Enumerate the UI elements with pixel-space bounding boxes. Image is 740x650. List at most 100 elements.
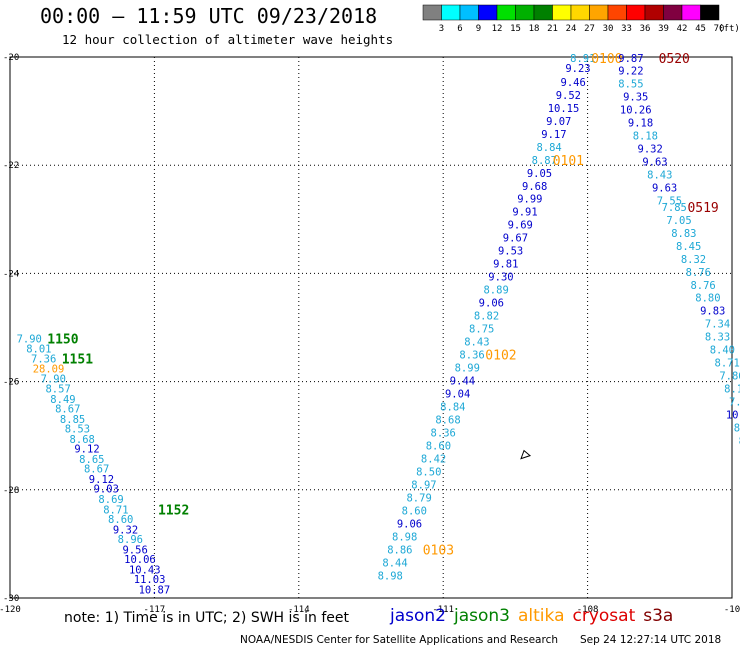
swh-data-label: 8.76 [686,267,711,279]
colorbar-tick-label: 9 [476,24,481,34]
swh-data-label: 8.87 [532,155,557,167]
generation-timestamp: Sep 24 12:27:14 UTC 2018 [580,634,722,646]
swh-data-label: 8.49 [50,394,75,406]
colorbar-swatch [441,4,461,21]
colorbar-swatch [626,4,646,21]
y-tick-label: -28 [3,486,19,496]
swh-data-label: 8.98 [392,531,417,543]
swh-data-label: 9.81 [493,259,518,271]
colorbar-swatch [515,4,535,21]
series-s3a: 9.879.228.559.3510.269.188.189.329.638.4… [618,52,740,447]
colorbar-tick-label: 24 [566,24,577,34]
axis-tick-labels: -120 -117 -114 -111 -108 -10 -20 -22 -24 -26 -28 -3… [0,53,740,615]
swh-data-label: 9.12 [74,444,99,456]
swh-data-label: 7.34 [705,319,730,331]
swh-data-label: 8.33 [705,332,730,344]
swh-data-label: 9.32 [638,143,663,155]
series-jason3: 7.908.017.3628.097.908.578.498.678.858.5… [17,332,190,596]
swh-data-label: 9.63 [642,156,667,168]
swh-data-label: 9.23 [565,63,590,75]
swh-data-label: 9.06 [479,298,504,310]
y-tick-label: -20 [3,53,19,63]
colorbar-tick-label: 12 [492,24,503,34]
swh-data-label: 8.45 [676,241,701,253]
swh-data-label: 9.68 [522,181,547,193]
swh-data-label: 8.91 [570,53,595,65]
colorbar-tick-label: 30 [603,24,614,34]
swh-data-label: 7.55 [657,195,682,207]
swh-data-label: 9.18 [628,117,653,129]
colorbar-tick-label: 45 [695,24,706,34]
colorbar-tick-label: 42 [677,24,688,34]
colorbar-swatch [478,4,498,21]
swh-data-label: 8.42 [421,453,446,465]
swh-data-label: 8.18 [633,130,658,142]
swh-data-label: 7.90 [41,373,66,385]
x-tick-label: -10 [724,605,740,615]
swh-data-label: 8.16 [724,384,740,396]
swh-data-label: 9.52 [556,90,581,102]
colorbar-swatch [570,4,590,21]
swh-data-label: 28.09 [33,364,65,376]
swh-data-label: 8.36 [431,427,456,439]
time-label: 0519 [687,201,718,216]
time-label: 1151 [62,352,93,367]
swh-data-label: 9.04 [445,389,470,401]
colorbar-tick-label: 18 [529,24,540,34]
swh-data-label: 9.44 [450,376,475,388]
data-marks: 7.908.017.3628.097.908.578.498.678.858.5… [17,52,740,596]
x-tick-label: -114 [288,605,310,615]
swh-data-label: 8.60 [402,505,427,517]
colorbar-tick-label: 21 [547,24,558,34]
colorbar-swatch [533,4,553,21]
swh-data-label: 8.84 [536,142,561,154]
colorbar-swatch [644,4,664,21]
swh-data-label: 8.50 [416,466,441,478]
colorbar-tick-label: 15 [510,24,521,34]
colorbar-swatch [700,4,720,21]
swh-data-label: 8.68 [734,423,740,435]
colorbar-tick-label: 3 [439,24,444,34]
swh-data-label: 9.69 [508,220,533,232]
y-tick-label: -24 [3,269,19,279]
swh-data-label: 8.99 [455,363,480,375]
swh-data-label: 8.68 [70,434,95,446]
swh-data-label: 10.46 [726,410,740,422]
plot-frame [9,56,733,599]
swh-data-label: 8.85 [60,414,85,426]
swh-data-label: 8.65 [79,454,104,466]
colorbar-swatch [589,4,609,21]
y-tick-label: -22 [3,161,19,171]
swh-data-label: 9.30 [488,272,513,284]
chart-subtitle: 12 hour collection of altimeter wave hei… [62,32,394,47]
colorbar-swatch [552,4,572,21]
colorbar-swatch [607,4,627,21]
swh-data-label: 9.99 [517,194,542,206]
swh-data-label: 8.76 [690,280,715,292]
swh-data-label: 9.56 [122,544,147,556]
swh-data-label: 8.84 [440,401,465,413]
swh-data-label: 8.69 [98,494,123,506]
swh-data-label: 8.01 [26,344,51,356]
time-label: 0101 [553,154,584,169]
colorbar-swatch [422,4,442,21]
swh-data-label: 9.46 [561,77,586,89]
swh-data-label: 9.53 [498,246,523,258]
swh-data-label: 8.75 [469,324,494,336]
swh-data-label: 8.96 [118,534,143,546]
swh-data-label: 8.44 [382,557,407,569]
time-label: 1152 [158,503,189,518]
swh-data-label: 8.32 [681,254,706,266]
legend-jason2: jason2 [390,606,446,626]
swh-data-label: 9.83 [700,306,725,318]
x-tick-label: -108 [577,605,599,615]
swh-data-label: 8.82 [474,311,499,323]
swh-data-label: 10.43 [129,564,161,576]
swh-data-label: 11.03 [134,574,166,586]
swh-data-label: 8.86 [387,544,412,556]
series-altika: 8.919.239.469.5210.159.079.178.848.879.0… [378,52,623,582]
swh-data-label: 9.32 [113,524,138,536]
swh-data-label: 7.05 [666,215,691,227]
swh-data-label: 9.05 [527,168,552,180]
